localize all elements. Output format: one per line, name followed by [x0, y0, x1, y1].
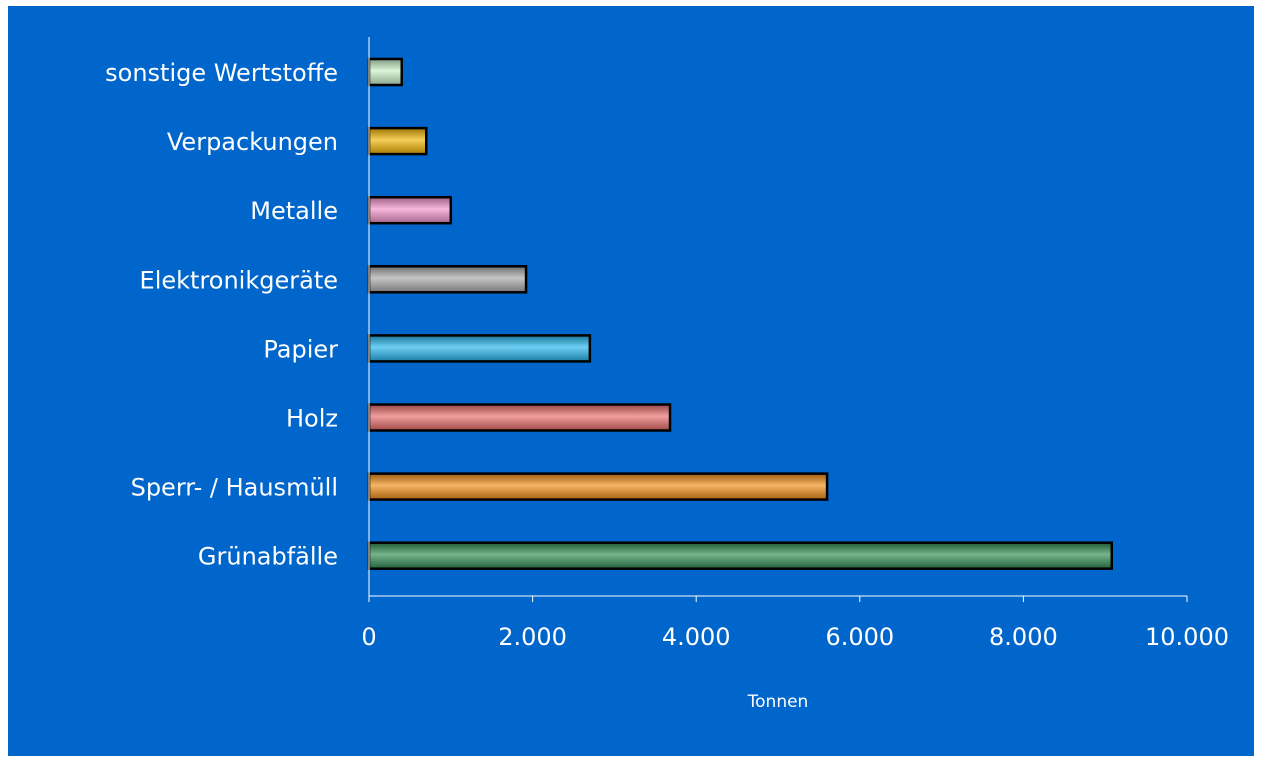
- chart-panel: [8, 6, 1254, 756]
- bar-gruenabfaelle: [367, 541, 1113, 570]
- bar-metalle: [367, 195, 453, 225]
- x-tick-label: 2.000: [498, 623, 567, 651]
- x-tick-label: 0: [361, 623, 376, 651]
- category-label-holz: Holz: [286, 405, 338, 433]
- category-label-metalle: Metalle: [250, 197, 338, 225]
- x-tick-label: 4.000: [662, 623, 731, 651]
- category-label-gruenabfaelle: Grünabfälle: [198, 543, 338, 571]
- bar-holz: [367, 403, 672, 432]
- category-label-verpackungen: Verpackungen: [167, 128, 338, 156]
- x-axis-title: Tonnen: [747, 692, 809, 712]
- bar-papier: [367, 334, 592, 363]
- bar-sperr-hausmuell: [367, 472, 829, 501]
- bar-elektronikgeraete: [367, 265, 528, 294]
- x-tick-label: 8.000: [989, 623, 1058, 651]
- category-label-elektronikgeraete: Elektronikgeräte: [140, 266, 338, 294]
- bar-verpackungen: [367, 126, 428, 156]
- category-label-sperr-hausmuell: Sperr- / Hausmüll: [131, 474, 338, 502]
- x-tick-label: 10.000: [1145, 623, 1229, 651]
- x-tick-label: 6.000: [825, 623, 894, 651]
- category-label-papier: Papier: [263, 335, 338, 363]
- category-label-sonstige-wertstoffe: sonstige Wertstoffe: [105, 59, 338, 87]
- bar-sonstige-wertstoffe: [367, 57, 403, 87]
